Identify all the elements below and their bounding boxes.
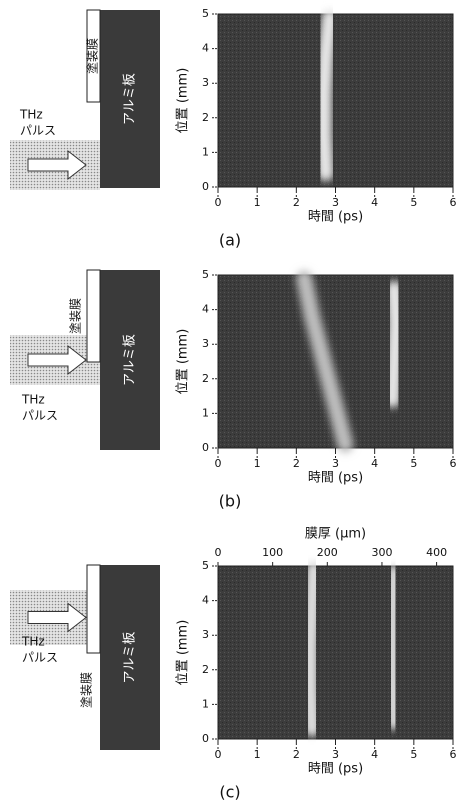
y-axis-label: 位置 (mm) (176, 620, 191, 686)
y-tick-label: 0 (202, 180, 209, 193)
x2-axis-label: 膜厚 (μm) (305, 527, 366, 542)
x-tick-label: 2 (293, 457, 300, 470)
x-tick-label: 1 (254, 748, 261, 761)
plate-label: アルミ板 (123, 334, 138, 386)
plot-area (218, 14, 453, 187)
caption: (c) (219, 783, 240, 802)
y-axis-label: 位置 (mm) (176, 68, 191, 134)
x-tick-label: 0 (215, 457, 222, 470)
beam-label: パルス (20, 124, 56, 138)
y-tick-label: 3 (202, 337, 209, 350)
x-tick-label: 5 (410, 196, 417, 209)
caption: (b) (219, 492, 242, 511)
x-tick-label: 4 (371, 457, 378, 470)
y-tick-label: 3 (202, 628, 209, 641)
x2-tick-label: 200 (317, 546, 338, 559)
film-label: 塗装膜 (79, 672, 94, 708)
caption: (a) (219, 231, 241, 250)
stripe (324, 17, 330, 173)
y-tick-label: 1 (202, 697, 209, 710)
y-axis-label: 位置 (mm) (176, 329, 191, 395)
x-tick-label: 0 (215, 748, 222, 761)
plot-area (218, 566, 453, 739)
y-tick-label: 5 (202, 559, 209, 572)
x2-tick-label: 0 (215, 546, 222, 559)
beam-label: THz (21, 393, 45, 407)
beam-label: THz (19, 108, 43, 122)
y-tick-label: 4 (202, 42, 209, 55)
plate-label: アルミ板 (123, 73, 138, 125)
x-tick-label: 6 (450, 457, 457, 470)
x-tick-label: 4 (371, 196, 378, 209)
film (87, 565, 100, 653)
x-tick-label: 3 (332, 457, 339, 470)
x-tick-label: 6 (450, 748, 457, 761)
y-tick-label: 4 (202, 303, 209, 316)
film (87, 270, 100, 362)
y-tick-label: 4 (202, 594, 209, 607)
y-tick-label: 5 (202, 7, 209, 20)
figure: アルミ板塗装膜THzパルス0123456012345時間 (ps)位置 (mm)… (0, 0, 459, 802)
y-tick-label: 3 (202, 76, 209, 89)
x-tick-label: 0 (215, 196, 222, 209)
stripe (310, 569, 314, 728)
x-tick-label: 1 (254, 457, 261, 470)
x-tick-label: 5 (410, 457, 417, 470)
stripe (392, 573, 394, 722)
y-tick-label: 2 (202, 111, 209, 124)
y-tick-label: 2 (202, 372, 209, 385)
x-axis-label: 時間 (ps) (308, 471, 363, 486)
x-tick-label: 6 (450, 196, 457, 209)
beam-label: パルス (22, 651, 58, 665)
x2-tick-label: 100 (262, 546, 283, 559)
y-tick-label: 0 (202, 732, 209, 745)
film-label: 塗装膜 (85, 38, 100, 74)
y-tick-label: 2 (202, 663, 209, 676)
y-tick-label: 1 (202, 406, 209, 419)
x-tick-label: 5 (410, 748, 417, 761)
x-tick-label: 3 (332, 748, 339, 761)
plate-label: アルミ板 (123, 632, 138, 684)
y-tick-label: 1 (202, 145, 209, 158)
x-tick-label: 3 (332, 196, 339, 209)
x-tick-label: 1 (254, 196, 261, 209)
x-axis-label: 時間 (ps) (308, 210, 363, 225)
x-tick-label: 4 (371, 748, 378, 761)
x-tick-label: 2 (293, 196, 300, 209)
x-axis-label: 時間 (ps) (308, 762, 363, 777)
y-tick-label: 5 (202, 268, 209, 281)
film-label: 塗装膜 (68, 298, 83, 334)
stripe (392, 289, 396, 400)
y-tick-label: 0 (202, 441, 209, 454)
x2-tick-label: 400 (426, 546, 447, 559)
x-tick-label: 2 (293, 748, 300, 761)
beam-label: THz (21, 635, 45, 649)
x2-tick-label: 300 (371, 546, 392, 559)
beam-label: パルス (22, 409, 58, 423)
